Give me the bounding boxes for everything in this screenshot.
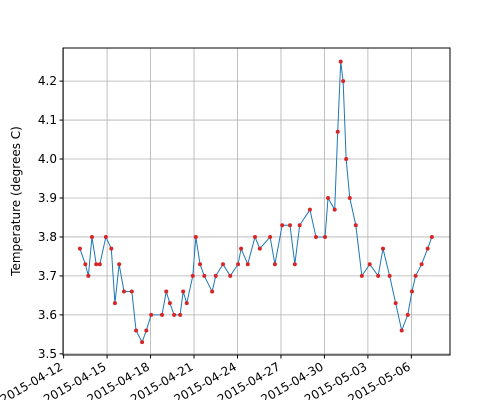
data-point bbox=[376, 273, 381, 278]
data-point bbox=[160, 312, 165, 317]
data-point bbox=[236, 262, 241, 267]
y-axis-label: Temperature (degrees C) bbox=[9, 126, 23, 277]
data-point bbox=[268, 234, 273, 239]
data-point bbox=[399, 328, 404, 333]
data-point bbox=[332, 207, 337, 212]
data-point bbox=[149, 312, 154, 317]
y-tick-label: 3.8 bbox=[38, 230, 57, 244]
data-point bbox=[429, 234, 434, 239]
data-point bbox=[121, 289, 126, 294]
data-point bbox=[409, 289, 414, 294]
data-point bbox=[190, 273, 195, 278]
data-point bbox=[323, 234, 328, 239]
y-tick-label: 3.5 bbox=[38, 347, 57, 361]
data-point bbox=[86, 273, 91, 278]
data-point bbox=[425, 246, 430, 251]
data-point bbox=[184, 301, 189, 306]
data-point bbox=[239, 246, 244, 251]
data-point bbox=[344, 157, 349, 162]
data-point bbox=[307, 207, 312, 212]
data-point bbox=[245, 262, 250, 267]
y-tick-label: 4.2 bbox=[38, 74, 57, 88]
data-point bbox=[341, 79, 346, 84]
data-point bbox=[89, 234, 94, 239]
data-point bbox=[405, 312, 410, 317]
data-line bbox=[79, 61, 433, 344]
data-point bbox=[228, 273, 233, 278]
data-point bbox=[198, 262, 203, 267]
y-tick-label: 4.0 bbox=[38, 152, 57, 166]
data-point bbox=[117, 262, 122, 267]
data-point bbox=[220, 262, 225, 267]
data-point bbox=[297, 223, 302, 228]
data-point bbox=[164, 289, 169, 294]
data-point bbox=[193, 234, 198, 239]
data-point bbox=[181, 289, 186, 294]
data-point bbox=[109, 246, 114, 251]
data-point bbox=[97, 262, 102, 267]
data-point bbox=[167, 301, 172, 306]
data-point bbox=[172, 312, 177, 317]
data-point bbox=[252, 234, 257, 239]
data-point bbox=[280, 223, 285, 228]
data-point bbox=[367, 262, 372, 267]
data-point bbox=[210, 289, 215, 294]
y-tick-label: 3.9 bbox=[38, 191, 57, 205]
data-point bbox=[103, 234, 108, 239]
y-tick-label: 3.7 bbox=[38, 269, 57, 283]
data-point bbox=[77, 246, 82, 251]
data-point bbox=[335, 129, 340, 134]
data-point bbox=[380, 246, 385, 251]
data-point bbox=[140, 340, 145, 345]
data-point bbox=[129, 289, 134, 294]
data-point bbox=[359, 273, 364, 278]
data-point bbox=[257, 246, 262, 251]
data-point bbox=[347, 195, 352, 200]
data-point bbox=[202, 273, 207, 278]
data-point bbox=[313, 234, 318, 239]
data-point bbox=[353, 223, 358, 228]
data-point bbox=[94, 262, 99, 267]
data-point bbox=[134, 328, 139, 333]
y-tick-label: 3.6 bbox=[38, 308, 57, 322]
data-point bbox=[292, 262, 297, 267]
data-point bbox=[419, 262, 424, 267]
data-point bbox=[144, 328, 149, 333]
data-point bbox=[83, 262, 88, 267]
data-point bbox=[326, 195, 331, 200]
data-point bbox=[178, 312, 183, 317]
data-point bbox=[288, 223, 293, 228]
y-tick-label: 4.1 bbox=[38, 113, 57, 127]
data-point bbox=[413, 273, 418, 278]
data-point bbox=[338, 59, 343, 64]
data-point bbox=[272, 262, 277, 267]
plot-frame bbox=[62, 47, 451, 356]
data-point bbox=[387, 273, 392, 278]
data-point bbox=[112, 301, 117, 306]
data-point bbox=[393, 301, 398, 306]
data-point bbox=[213, 273, 218, 278]
